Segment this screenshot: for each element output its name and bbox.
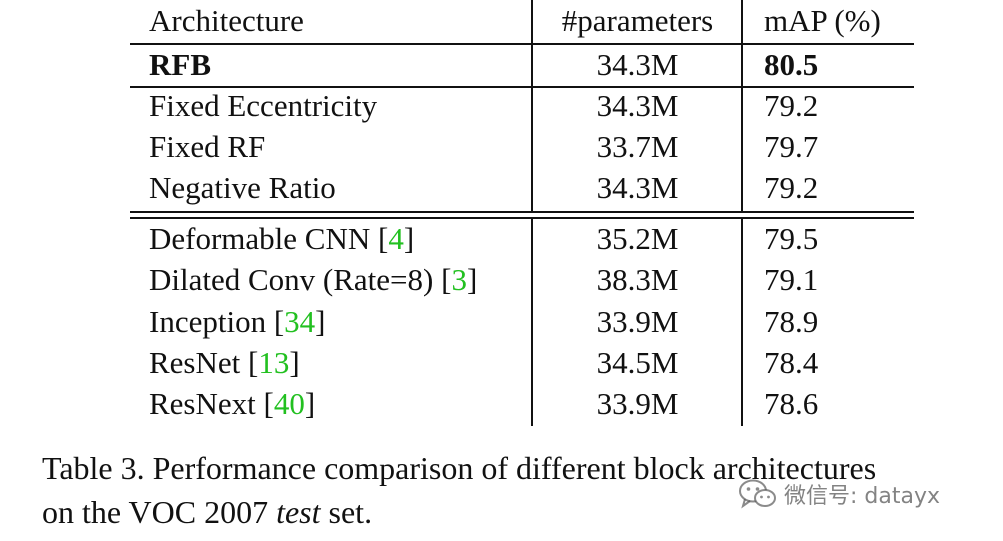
parameter-count: 34.3M (596, 170, 679, 205)
parameter-count: 33.9M (596, 386, 679, 421)
column-divider (741, 219, 743, 426)
parameter-count: 33.9M (596, 304, 679, 339)
table-row: ResNet [13] 34.5M 78.4 (130, 343, 914, 383)
table-row: Deformable CNN [4] 35.2M 79.5 (130, 219, 914, 259)
architecture-name: Fixed RF (149, 129, 266, 164)
table-row: ResNext [40] 33.9M 78.6 (130, 384, 914, 424)
reference-link[interactable]: 40 (273, 386, 305, 421)
caption-italic-term: test (276, 494, 321, 530)
caption-prefix: on the VOC 2007 (42, 494, 277, 530)
parameter-count: 34.3M (596, 47, 679, 82)
table-header-row: Architecture #parameters mAP (%) (130, 1, 914, 41)
table-double-rule (130, 217, 914, 219)
table-row: Fixed Eccentricity 34.3M 79.2 (130, 86, 914, 126)
architecture-cell: ResNet [13] (149, 345, 300, 380)
map-value: 79.2 (764, 88, 819, 123)
watermark: 微信号: datayx (738, 474, 940, 514)
architecture-name: Dilated Conv (Rate=8) (149, 262, 434, 297)
table-double-rule (130, 211, 914, 213)
table-row: Negative Ratio 34.3M 79.2 (130, 168, 914, 208)
reference-link[interactable]: 3 (451, 262, 467, 297)
header-parameters: #parameters (561, 3, 714, 38)
parameter-count: 34.3M (596, 88, 679, 123)
parameter-count: 33.7M (596, 129, 679, 164)
architecture-name: Negative Ratio (149, 170, 336, 205)
caption-line-2: on the VOC 2007 test set. (42, 490, 992, 534)
architecture-name: RFB (149, 47, 211, 82)
architecture-name: Deformable CNN (149, 221, 371, 256)
architecture-cell: Inception [34] (149, 304, 326, 339)
column-divider (741, 0, 743, 211)
map-value: 79.5 (764, 221, 819, 256)
column-divider (531, 0, 533, 211)
architecture-cell: ResNext [40] (149, 386, 316, 421)
parameter-count: 38.3M (596, 262, 679, 297)
table-row: Dilated Conv (Rate=8) [3] 38.3M 79.1 (130, 260, 914, 300)
map-value: 80.5 (764, 47, 819, 82)
parameter-count: 34.5M (596, 345, 679, 380)
architecture-name: ResNext (149, 386, 256, 421)
table-row: Fixed RF 33.7M 79.7 (130, 127, 914, 167)
column-divider (531, 219, 533, 426)
architecture-cell: Dilated Conv (Rate=8) [3] (149, 262, 478, 297)
parameter-count: 35.2M (596, 221, 679, 256)
caption-suffix: set. (320, 494, 373, 530)
architecture-cell: Deformable CNN [4] (149, 221, 415, 256)
architecture-name: ResNet (149, 345, 241, 380)
table-caption: Table 3. Performance comparison of diffe… (42, 446, 992, 534)
table-rule (130, 43, 914, 45)
map-value: 78.4 (764, 345, 819, 380)
comparison-table: Architecture #parameters mAP (%) RFB 34.… (130, 0, 914, 426)
architecture-name: Inception (149, 304, 267, 339)
table-row: RFB 34.3M 80.5 (130, 45, 914, 85)
map-value: 78.6 (764, 386, 819, 421)
table-row: Inception [34] 33.9M 78.9 (130, 302, 914, 342)
reference-link[interactable]: 13 (258, 345, 290, 380)
reference-link[interactable]: 4 (388, 221, 404, 256)
map-value: 79.1 (764, 262, 819, 297)
wechat-icon (739, 479, 776, 509)
header-map: mAP (%) (764, 3, 881, 38)
map-value: 79.7 (764, 129, 819, 164)
map-value: 79.2 (764, 170, 819, 205)
reference-link[interactable]: 34 (284, 304, 316, 339)
architecture-name: Fixed Eccentricity (149, 88, 378, 123)
table-rule (130, 86, 914, 88)
watermark-text: 微信号: datayx (784, 484, 940, 509)
map-value: 78.9 (764, 304, 819, 339)
caption-line-1: Table 3. Performance comparison of diffe… (42, 450, 877, 486)
header-architecture: Architecture (149, 3, 304, 38)
